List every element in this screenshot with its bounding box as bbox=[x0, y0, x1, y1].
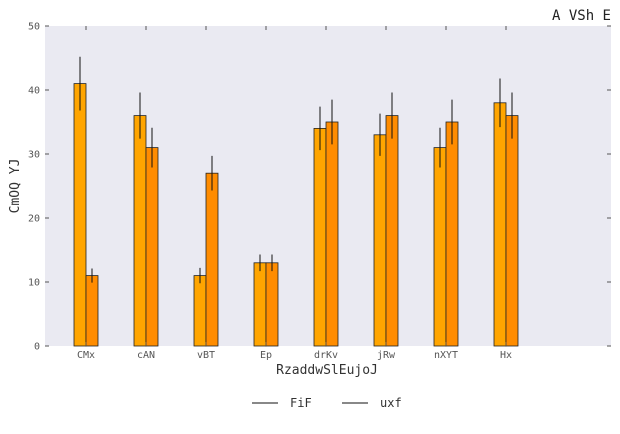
bar bbox=[193, 275, 207, 347]
bar bbox=[265, 262, 279, 347]
bars bbox=[73, 83, 519, 347]
bar bbox=[505, 115, 519, 347]
bar bbox=[73, 83, 87, 347]
bar bbox=[145, 147, 159, 347]
chart-title: A VSh E bbox=[552, 8, 611, 24]
bar bbox=[133, 115, 147, 347]
y-axis-label: CmOQ YJ bbox=[8, 159, 23, 214]
bar bbox=[205, 172, 219, 347]
bar bbox=[373, 134, 387, 347]
x-tick-label: jRw bbox=[377, 350, 396, 361]
legend-label: FiF bbox=[290, 396, 312, 410]
bar bbox=[385, 115, 399, 347]
y-tick-label: 40 bbox=[28, 86, 40, 97]
x-tick-label: drKv bbox=[314, 350, 338, 361]
bar bbox=[445, 121, 459, 347]
legend-label: uxf bbox=[380, 396, 402, 410]
x-tick-label: Hx bbox=[500, 350, 512, 361]
y-tick-label: 20 bbox=[28, 214, 40, 225]
error-bars bbox=[79, 56, 513, 284]
x-axis-ticks: CMx cAN vBT Ep drKv jRw nXYT Hx bbox=[77, 26, 512, 361]
bar bbox=[433, 147, 447, 347]
x-axis-label: RzaddwSlEujoJ bbox=[276, 363, 378, 378]
bar bbox=[253, 262, 267, 347]
bar bbox=[493, 102, 507, 347]
bar bbox=[85, 275, 99, 347]
x-tick-label: Ep bbox=[260, 350, 272, 361]
x-tick-label: CMx bbox=[77, 350, 95, 361]
y-tick-label: 10 bbox=[28, 278, 40, 289]
x-tick-label: vBT bbox=[197, 350, 215, 361]
legend: FiF uxf bbox=[252, 396, 402, 410]
y-axis-ticks: 0 10 20 30 40 50 bbox=[28, 22, 611, 353]
bar bbox=[313, 127, 327, 347]
y-tick-label: 30 bbox=[28, 150, 40, 161]
x-tick-label: cAN bbox=[137, 350, 155, 361]
y-tick-label: 0 bbox=[34, 342, 40, 353]
y-tick-label: 50 bbox=[28, 22, 40, 33]
bar bbox=[325, 121, 339, 347]
x-tick-label: nXYT bbox=[434, 350, 458, 361]
